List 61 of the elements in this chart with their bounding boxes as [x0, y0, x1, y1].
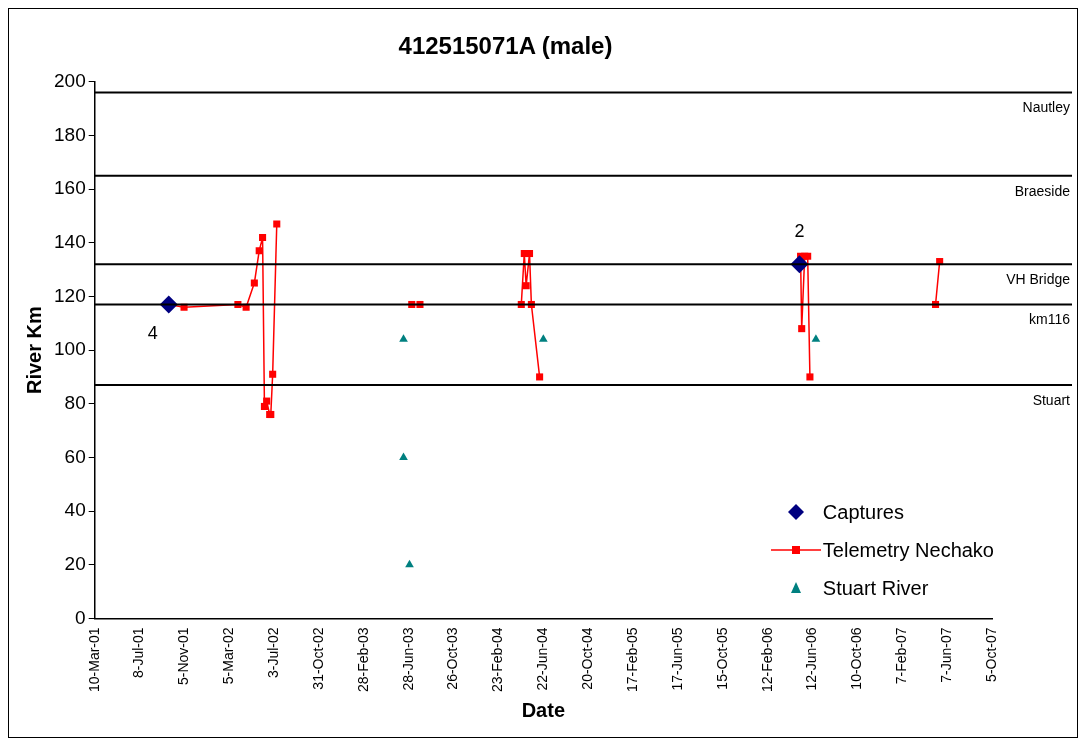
- point: [263, 397, 271, 405]
- x-tick-label: 20-Oct-04: [579, 627, 596, 690]
- point: [798, 325, 806, 333]
- y-tick-label: 200: [54, 70, 86, 92]
- point: [405, 559, 414, 568]
- point: [250, 279, 258, 287]
- x-tick-label: 5-Mar-02: [220, 627, 237, 685]
- x-tick-label: 7-Jun-07: [937, 627, 954, 683]
- point: [399, 452, 408, 460]
- point: [273, 220, 281, 228]
- legend-label: Captures: [822, 500, 904, 524]
- x-tick-label: 8-Jul-01: [130, 627, 147, 678]
- x-tick-label: 28-Feb-03: [354, 627, 371, 692]
- point: [811, 334, 821, 342]
- x-tick-label: 31-Oct-02: [309, 627, 326, 690]
- point: [522, 282, 530, 290]
- x-tick-label: 3-Jul-02: [265, 627, 282, 678]
- y-tick-label: 140: [54, 231, 86, 253]
- x-tick-label: 10-Mar-01: [85, 627, 102, 692]
- annotation: 2: [794, 221, 805, 242]
- legend-label: Telemetry Nechako: [822, 538, 994, 562]
- ref-line-label: km116: [1029, 311, 1071, 328]
- x-tick-label: 15-Oct-05: [713, 627, 730, 690]
- x-tick-label: 17-Feb-05: [623, 627, 640, 692]
- x-tick-label: 12-Feb-06: [758, 627, 775, 692]
- ref-line-label: Nautley: [1022, 99, 1070, 116]
- y-tick-label: 80: [64, 392, 86, 413]
- x-axis-title: Date: [521, 698, 566, 721]
- point: [269, 370, 277, 378]
- legend-label: Stuart River: [822, 576, 929, 600]
- point: [259, 233, 267, 241]
- y-tick-label: 60: [64, 445, 86, 467]
- ref-line-label: VH Bridge: [1006, 271, 1071, 288]
- x-tick-label: 22-Jun-04: [534, 627, 551, 691]
- point: [806, 373, 814, 381]
- ref-line-label: Stuart: [1032, 391, 1071, 408]
- point: [536, 373, 544, 381]
- annotation: 4: [147, 323, 158, 344]
- x-tick-label: 5-Nov-01: [175, 627, 192, 685]
- y-tick-label: 40: [64, 499, 86, 521]
- y-tick-label: 120: [54, 284, 86, 306]
- x-tick-label: 17-Jun-05: [668, 627, 685, 691]
- x-tick-label: 26-Oct-03: [444, 627, 461, 690]
- x-tick-label: 12-Jun-06: [803, 627, 820, 691]
- x-tick-label: 10-Oct-06: [848, 627, 865, 690]
- point: [525, 249, 534, 258]
- y-tick-label: 160: [54, 177, 86, 199]
- x-tick-label: 7-Feb-07: [893, 627, 910, 685]
- ref-line-label: Braeside: [1014, 182, 1071, 199]
- y-tick-label: 0: [75, 606, 86, 628]
- x-tick-label: 28-Jun-03: [399, 627, 416, 691]
- y-tick-label: 20: [64, 552, 86, 574]
- point: [399, 334, 408, 342]
- y-tick-label: 180: [54, 123, 86, 145]
- y-tick-label: 100: [54, 338, 86, 360]
- x-tick-label: 5-Oct-07: [982, 627, 999, 682]
- x-tick-label: 23-Feb-04: [489, 627, 506, 692]
- point: [255, 247, 263, 255]
- chart-title: 412515071A (male): [398, 32, 613, 60]
- point: [539, 334, 548, 342]
- y-axis-title: River Km: [22, 306, 45, 395]
